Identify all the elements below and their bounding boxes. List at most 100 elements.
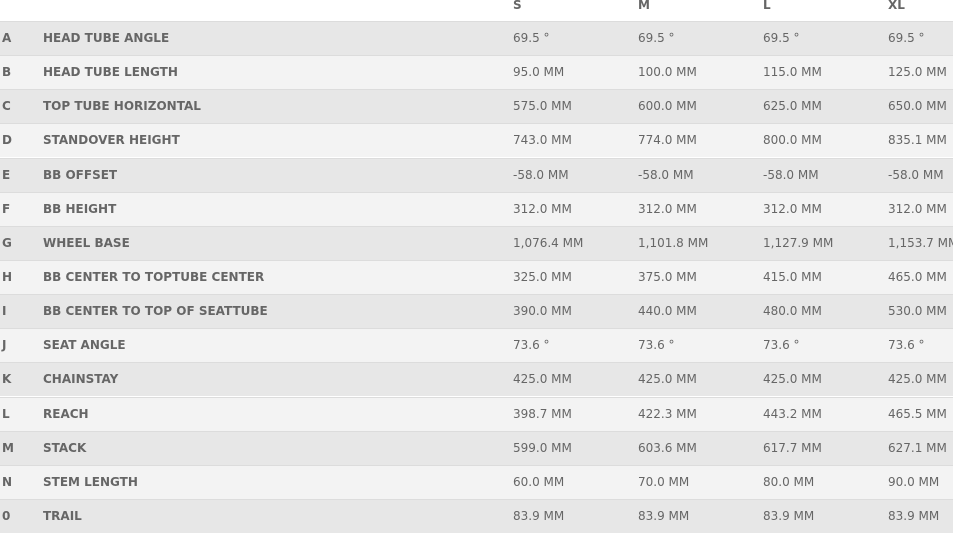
table-row: K CHAINSTAY 425.0 MM 425.0 MM 425.0 MM 425.0 … [0,362,953,397]
size-value: 73.6 ° [763,338,800,353]
column-header: XL [888,0,905,12]
row-letter: J [2,338,7,353]
size-value: 425.0 MM [888,372,947,387]
size-value: 627.1 MM [888,440,947,455]
size-value: 774.0 MM [638,133,697,148]
row-label: BB CENTER TO TOPTUBE CENTER [43,269,265,284]
size-value: 69.5 ° [888,31,925,45]
column-header: M [638,0,650,12]
size-value: 69.5 ° [763,31,800,45]
size-value: -58.0 MM [638,167,694,182]
size-value: -58.0 MM [763,167,819,182]
row-label: TRAIL [43,508,82,523]
row-label: STANDOVER HEIGHT [43,133,180,148]
row-label: TOP TUBE HORIZONTAL [43,99,201,114]
size-value: 425.0 MM [513,372,572,387]
row-label: STEM LENGTH [43,474,138,489]
size-value: 95.0 MM [513,65,565,80]
size-value: 73.6 ° [888,338,925,353]
table-row: F BB HEIGHT 312.0 MM 312.0 MM 312.0 MM 312.0 … [0,191,953,226]
size-value: 83.9 MM [638,508,690,523]
size-value: 480.0 MM [763,304,822,319]
size-value: 312.0 MM [638,201,697,216]
size-value: -58.0 MM [513,167,569,182]
size-value: 375.0 MM [638,269,697,284]
row-letter: K [2,372,12,387]
row-letter: G [2,235,12,250]
row-label: BB OFFSET [43,167,118,182]
row-letter: N [2,474,13,489]
size-value: 835.1 MM [888,133,947,148]
table-row: I BB CENTER TO TOP OF SEATTUBE 390.0 MM 440… [0,294,953,329]
row-letter: H [2,269,13,284]
size-value: 100.0 MM [638,65,697,80]
size-value: 425.0 MM [763,372,822,387]
row-label: STACK [43,440,87,455]
row-label: WHEEL BASE [43,235,130,250]
size-value: 1,101.8 MM [638,235,709,250]
size-value: 600.0 MM [638,99,697,114]
table-row: H BB CENTER TO TOPTUBE CENTER 325.0 MM 375.… [0,259,953,294]
size-value: 83.9 MM [888,508,940,523]
size-value: 465.0 MM [888,269,947,284]
size-value: 70.0 MM [638,474,690,489]
row-letter: D [2,133,12,148]
size-value: -58.0 MM [888,167,944,182]
size-value: 650.0 MM [888,99,947,114]
size-value: 398.7 MM [513,406,572,421]
row-label: HEAD TUBE LENGTH [43,65,178,80]
size-value: 743.0 MM [513,133,572,148]
size-value: 1,153.7 MM [888,235,953,250]
row-label: SEAT ANGLE [43,338,126,353]
row-letter: E [2,167,11,182]
table-row: B HEAD TUBE LENGTH 95.0 MM 100.0 MM 115.0 MM… [0,55,953,90]
row-label: CHAINSTAY [43,372,119,387]
size-value: 425.0 MM [638,372,697,387]
size-value: 443.2 MM [763,406,822,421]
row-letter: F [2,201,11,216]
size-value: 90.0 MM [888,474,940,489]
size-value: 625.0 MM [763,99,822,114]
size-value: 415.0 MM [763,269,822,284]
size-value: 1,127.9 MM [763,235,834,250]
row-letter: A [2,31,12,45]
row-label: REACH [43,406,89,421]
size-value: 60.0 MM [513,474,565,489]
table-row: C TOP TUBE HORIZONTAL 575.0 MM 600.0 MM 625.… [0,89,953,124]
size-value: 115.0 MM [763,65,822,80]
size-value: 312.0 MM [763,201,822,216]
size-value: 73.6 ° [513,338,550,353]
size-value: 530.0 MM [888,304,947,319]
size-value: 312.0 MM [888,201,947,216]
table-row: J SEAT ANGLE 73.6 ° 73.6 ° 73.6 ° 73.6 ° [0,328,953,363]
size-value: 390.0 MM [513,304,572,319]
row-label: BB HEIGHT [43,201,117,216]
column-header: S [513,0,522,12]
table-row: L REACH 398.7 MM 422.3 MM 443.2 MM 465.5 MM [0,396,953,431]
table-row: N STEM LENGTH 60.0 MM 70.0 MM 80.0 MM 90.0 MM [0,464,953,499]
size-value: 73.6 ° [638,338,675,353]
size-value: 125.0 MM [888,65,947,80]
table-row: 0 TRAIL 83.9 MM 83.9 MM 83.9 MM 83.9 MM [0,498,953,533]
size-value: 603.6 MM [638,440,697,455]
size-value: 617.7 MM [763,440,822,455]
size-value: 465.5 MM [888,406,947,421]
size-value: 69.5 ° [638,31,675,45]
table-row: E BB OFFSET -58.0 MM -58.0 MM -58.0 MM -58.0 … [0,157,953,192]
size-value: 422.3 MM [638,406,697,421]
size-value: 1,076.4 MM [513,235,584,250]
size-value: 575.0 MM [513,99,572,114]
table-row: D STANDOVER HEIGHT 743.0 MM 774.0 MM 800.0 M… [0,123,953,158]
table-row: G WHEEL BASE 1,076.4 MM 1,101.8 MM 1,127.9 M… [0,225,953,260]
size-value: 800.0 MM [763,133,822,148]
row-label: HEAD TUBE ANGLE [43,31,170,45]
size-value: 83.9 MM [513,508,565,523]
row-letter: C [2,99,11,114]
row-label: BB CENTER TO TOP OF SEATTUBE [43,304,268,319]
size-value: 83.9 MM [763,508,815,523]
table-row: M STACK 599.0 MM 603.6 MM 617.7 MM 627.1 MM [0,430,953,465]
table-row: A HEAD TUBE ANGLE 69.5 ° 69.5 ° 69.5 ° 69.5 ° [0,21,953,55]
row-letter: I [2,304,7,319]
size-value: 312.0 MM [513,201,572,216]
